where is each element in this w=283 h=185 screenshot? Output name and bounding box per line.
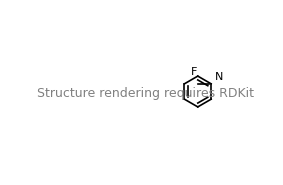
Text: F: F (191, 67, 197, 77)
Text: Structure rendering requires RDKit: Structure rendering requires RDKit (37, 87, 254, 100)
Text: N: N (215, 72, 224, 82)
